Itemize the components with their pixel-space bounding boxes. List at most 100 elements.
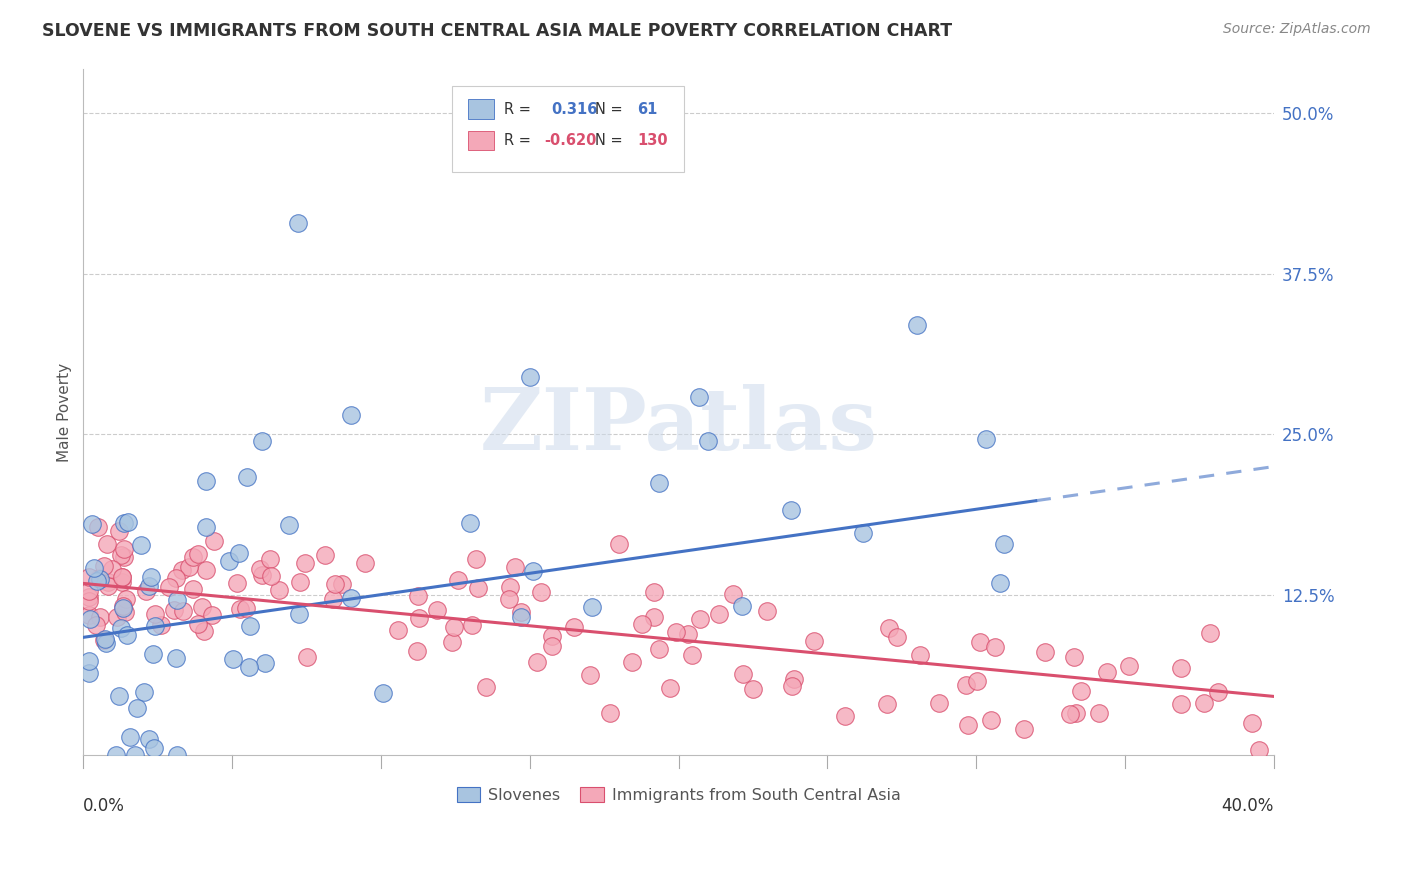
- Point: [172, 604, 194, 618]
- Point: [114, 606, 136, 620]
- Point: [441, 635, 464, 649]
- Point: [112, 542, 135, 557]
- Point: [530, 585, 553, 599]
- Text: N =: N =: [595, 102, 623, 117]
- Point: [111, 601, 134, 615]
- Point: [100, 562, 122, 576]
- Legend: Slovenes, Immigrants from South Central Asia: Slovenes, Immigrants from South Central …: [450, 780, 907, 809]
- Point: [905, 318, 928, 333]
- Point: [1208, 685, 1230, 699]
- Point: [77, 607, 100, 622]
- Point: [697, 434, 720, 448]
- Point: [134, 685, 156, 699]
- Point: [1192, 696, 1215, 710]
- Point: [928, 696, 950, 710]
- Point: [89, 610, 111, 624]
- Point: [195, 563, 218, 577]
- Point: [179, 559, 201, 574]
- Point: [97, 574, 120, 589]
- Point: [193, 624, 215, 639]
- Point: [96, 635, 118, 649]
- Point: [908, 648, 931, 662]
- Point: [195, 475, 218, 489]
- Point: [143, 607, 166, 621]
- Point: [226, 576, 249, 591]
- Point: [165, 571, 187, 585]
- Point: [852, 526, 875, 541]
- Point: [124, 748, 146, 763]
- Point: [721, 587, 744, 601]
- Point: [688, 390, 710, 404]
- Point: [166, 593, 188, 607]
- Point: [97, 579, 120, 593]
- Y-axis label: Male Poverty: Male Poverty: [58, 362, 72, 461]
- Point: [443, 620, 465, 634]
- Point: [93, 633, 115, 648]
- Point: [269, 582, 291, 597]
- Point: [332, 577, 354, 591]
- Point: [519, 369, 541, 384]
- Point: [112, 599, 135, 613]
- FancyBboxPatch shape: [468, 99, 494, 119]
- Point: [239, 619, 262, 633]
- Point: [222, 652, 245, 666]
- Point: [83, 560, 105, 574]
- Point: [621, 656, 644, 670]
- Point: [371, 686, 394, 700]
- Point: [426, 603, 449, 617]
- Point: [93, 559, 115, 574]
- Point: [235, 600, 257, 615]
- Point: [105, 748, 128, 763]
- Text: N =: N =: [595, 133, 623, 148]
- Point: [170, 563, 193, 577]
- Point: [955, 678, 977, 692]
- Point: [86, 574, 108, 588]
- Point: [406, 589, 429, 603]
- Point: [562, 620, 585, 634]
- Point: [406, 644, 429, 658]
- Point: [1247, 743, 1270, 757]
- Point: [876, 697, 898, 711]
- Point: [1095, 665, 1118, 679]
- Point: [464, 552, 486, 566]
- Point: [503, 560, 526, 574]
- Point: [1063, 650, 1085, 665]
- Point: [150, 617, 173, 632]
- Point: [138, 732, 160, 747]
- Point: [1070, 684, 1092, 698]
- Point: [387, 623, 409, 637]
- Point: [287, 216, 309, 230]
- Point: [187, 547, 209, 561]
- Point: [288, 607, 311, 621]
- Point: [294, 556, 316, 570]
- Point: [295, 650, 318, 665]
- Point: [780, 503, 803, 517]
- Point: [187, 617, 209, 632]
- Point: [236, 470, 259, 484]
- Point: [138, 579, 160, 593]
- Point: [803, 633, 825, 648]
- Text: ZIPatlas: ZIPatlas: [479, 384, 877, 467]
- Point: [80, 516, 103, 531]
- Point: [707, 607, 730, 621]
- Point: [1033, 645, 1056, 659]
- Point: [1088, 706, 1111, 720]
- Point: [681, 648, 703, 662]
- Point: [79, 612, 101, 626]
- Point: [447, 573, 470, 587]
- Point: [142, 741, 165, 756]
- Point: [1240, 716, 1263, 731]
- Point: [658, 681, 681, 696]
- Point: [129, 538, 152, 552]
- Point: [731, 599, 754, 613]
- Point: [117, 515, 139, 529]
- Point: [87, 571, 110, 585]
- Point: [780, 679, 803, 693]
- Point: [108, 690, 131, 704]
- Point: [190, 600, 212, 615]
- Point: [322, 591, 344, 606]
- Point: [643, 610, 665, 624]
- Point: [111, 569, 134, 583]
- Point: [165, 650, 187, 665]
- Point: [139, 570, 162, 584]
